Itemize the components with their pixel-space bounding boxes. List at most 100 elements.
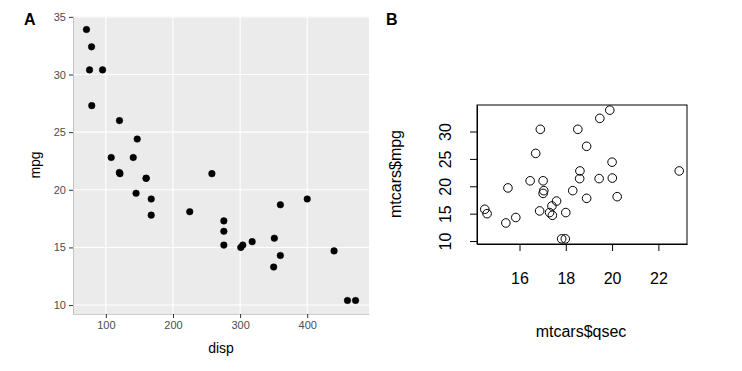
- point: [209, 170, 216, 177]
- tick: 20: [604, 244, 622, 287]
- tick-label: 15: [54, 241, 66, 253]
- point: [536, 125, 545, 134]
- y-axis-title: mtcars$mpg: [387, 130, 404, 218]
- point: [561, 208, 570, 217]
- tick-mark: [470, 186, 477, 187]
- point: [221, 218, 228, 225]
- tick: 20: [54, 184, 73, 196]
- grid: [73, 16, 369, 314]
- tick: 100: [97, 314, 115, 331]
- point: [270, 264, 277, 271]
- point: [88, 44, 95, 51]
- point: [277, 252, 284, 259]
- point: [552, 197, 561, 206]
- figure: 100200300400101520253035dispmpgA16182022…: [0, 0, 742, 371]
- point: [304, 196, 311, 203]
- point: [99, 67, 106, 74]
- point: [545, 208, 554, 217]
- tick: 15: [54, 241, 73, 253]
- tick-label: 20: [604, 270, 622, 287]
- tick: 22: [650, 244, 668, 287]
- grid-line: [73, 74, 369, 75]
- tick-label: 25: [437, 150, 454, 168]
- axis-line: [477, 106, 478, 245]
- grid-line: [73, 16, 369, 17]
- tick-mark: [240, 314, 241, 318]
- point: [613, 192, 622, 201]
- tick: 300: [231, 314, 249, 331]
- tick-label: 300: [231, 319, 249, 331]
- tick-label: 20: [54, 184, 66, 196]
- axis-line: [73, 17, 74, 315]
- x-axis-title: disp: [208, 340, 234, 356]
- grid-line: [105, 16, 106, 314]
- point: [526, 176, 535, 185]
- point: [277, 201, 284, 208]
- y-axis-title: mpg: [27, 151, 43, 178]
- tick-mark: [69, 75, 73, 76]
- tick-label: 200: [164, 319, 182, 331]
- grid-line: [240, 16, 241, 314]
- point: [271, 235, 278, 242]
- points: [480, 106, 683, 243]
- point: [539, 176, 548, 185]
- tick-mark: [566, 244, 567, 251]
- axis-line: [74, 314, 370, 315]
- x-axis: 16182022: [478, 244, 688, 287]
- tick-mark: [69, 190, 73, 191]
- tick-mark: [307, 314, 308, 318]
- tick-mark: [612, 244, 613, 251]
- y-axis: 101520253035: [54, 11, 74, 315]
- panel-title: B: [386, 11, 398, 28]
- point: [540, 186, 549, 195]
- point: [331, 248, 338, 255]
- point: [88, 102, 95, 109]
- point: [130, 154, 137, 161]
- tick-label: 30: [437, 123, 454, 141]
- grid-line: [73, 305, 369, 306]
- point: [116, 117, 123, 124]
- point: [483, 209, 492, 218]
- point: [608, 158, 617, 167]
- grid-line: [172, 16, 173, 314]
- y-axis: 1015202530: [437, 106, 478, 251]
- point: [582, 142, 591, 151]
- point: [186, 208, 193, 215]
- tick-label: 10: [54, 299, 66, 311]
- tick-mark: [106, 314, 107, 318]
- tick: 400: [299, 314, 317, 331]
- point: [575, 174, 584, 183]
- point: [344, 297, 351, 304]
- plot-background: [73, 16, 369, 314]
- point: [86, 67, 93, 74]
- point: [148, 196, 155, 203]
- point: [605, 106, 614, 115]
- tick-mark: [470, 241, 477, 242]
- point: [531, 149, 540, 158]
- point: [596, 114, 605, 123]
- point: [535, 207, 544, 216]
- point: [502, 219, 511, 228]
- point: [117, 170, 124, 177]
- point: [133, 190, 140, 197]
- tick-label: 100: [97, 319, 115, 331]
- point: [352, 297, 359, 304]
- plot-frame: [477, 105, 687, 244]
- tick: 20: [437, 178, 477, 196]
- tick: 10: [437, 233, 477, 251]
- points: [83, 26, 359, 304]
- panel: 100200300400101520253035: [54, 11, 370, 331]
- grid-line: [73, 189, 369, 190]
- panel: 161820221015202530: [437, 105, 688, 287]
- tick-label: 16: [511, 270, 529, 287]
- panel-title: A: [24, 11, 36, 28]
- point: [134, 136, 141, 143]
- tick-mark: [470, 214, 477, 215]
- point: [568, 186, 577, 195]
- point: [237, 244, 244, 251]
- grid-line: [307, 16, 308, 314]
- tick-label: 25: [54, 126, 66, 138]
- point: [143, 175, 150, 182]
- tick: 200: [164, 314, 182, 331]
- tick-label: 20: [437, 178, 454, 196]
